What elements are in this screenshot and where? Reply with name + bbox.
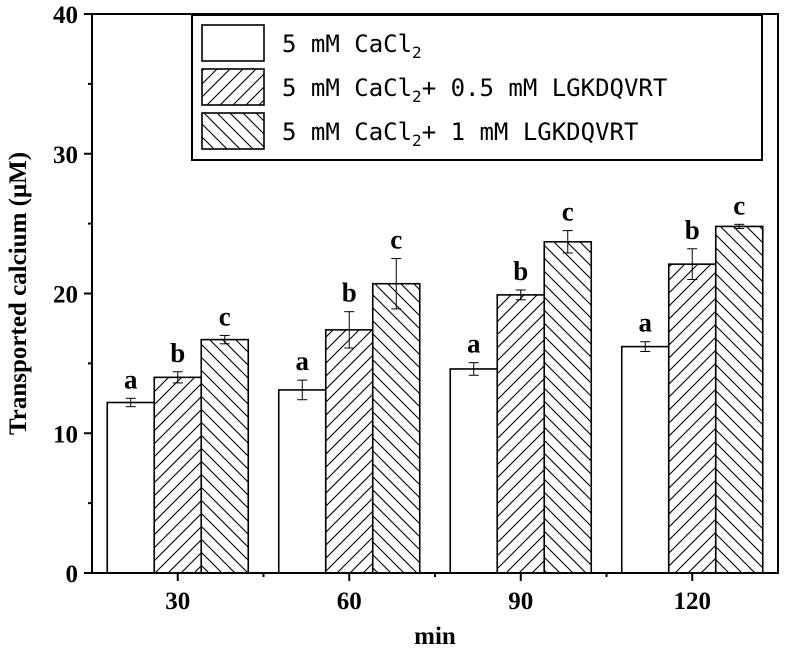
bars-layer xyxy=(106,225,764,574)
legend-swatch xyxy=(201,24,265,62)
bar xyxy=(153,376,203,574)
significance-label: a xyxy=(124,364,138,394)
legend-swatch xyxy=(201,112,265,150)
significance-label: b xyxy=(342,278,357,308)
legend-entry-text: 5 mM CaCl xyxy=(282,118,412,146)
bar xyxy=(277,389,327,574)
significance-label: c xyxy=(733,190,745,220)
bar xyxy=(543,240,593,574)
legend-entry-text: 5 mM CaCl xyxy=(282,30,412,58)
legend-entry-suffix: + 0.5 mM LGKDQVRT xyxy=(422,74,668,102)
significance-label: c xyxy=(219,301,231,331)
legend-swatch xyxy=(201,68,265,106)
x-tick-label: 60 xyxy=(337,588,362,615)
bar xyxy=(324,329,374,574)
y-axis-ticks: 0 10 20 30 40 xyxy=(53,2,92,588)
y-tick-label: 30 xyxy=(53,142,78,169)
y-tick-label: 10 xyxy=(53,421,78,448)
x-axis-title: min xyxy=(414,623,456,649)
legend-box xyxy=(191,14,763,161)
x-tick-label: 30 xyxy=(165,588,190,615)
significance-label: b xyxy=(685,215,700,245)
significance-labels-layer: a a a a b b b b c c c c xyxy=(124,190,745,394)
legend-entry-subscript: 2 xyxy=(412,87,422,106)
significance-label: a xyxy=(296,346,310,376)
significance-label: c xyxy=(562,197,574,227)
bar xyxy=(449,368,499,574)
legend-entry-text: 5 mM CaCl xyxy=(282,74,412,102)
bar xyxy=(620,345,670,574)
y-tick-label: 40 xyxy=(53,2,78,29)
legend-entry: 5 mM CaCl2+ 1 mM LGKDQVRT xyxy=(282,118,638,150)
significance-label: b xyxy=(170,338,185,368)
significance-label: a xyxy=(639,308,653,338)
error-bars-layer xyxy=(125,223,745,408)
bar xyxy=(496,294,546,574)
x-tick-label: 90 xyxy=(508,588,533,615)
y-tick-label: 20 xyxy=(53,282,78,309)
bar xyxy=(714,225,764,574)
y-tick-label: 0 xyxy=(66,561,79,588)
significance-label: a xyxy=(467,329,481,359)
significance-label: b xyxy=(513,256,528,286)
legend-entry-subscript: 2 xyxy=(412,43,422,62)
bar xyxy=(667,263,717,574)
significance-label: c xyxy=(390,225,402,255)
legend-entry-subscript: 2 xyxy=(412,131,422,150)
legend-entry-suffix: + 1 mM LGKDQVRT xyxy=(422,118,639,146)
y-axis-title: Transported calcium (μM) xyxy=(5,152,32,435)
x-axis-ticks: 30 60 90 120 xyxy=(165,573,711,615)
bar xyxy=(106,401,156,574)
bar xyxy=(200,338,250,574)
bar xyxy=(371,282,421,574)
x-tick-label: 120 xyxy=(674,588,712,615)
legend-entry: 5 mM CaCl2+ 0.5 mM LGKDQVRT xyxy=(282,74,667,106)
legend-entry: 5 mM CaCl2 xyxy=(282,30,422,62)
